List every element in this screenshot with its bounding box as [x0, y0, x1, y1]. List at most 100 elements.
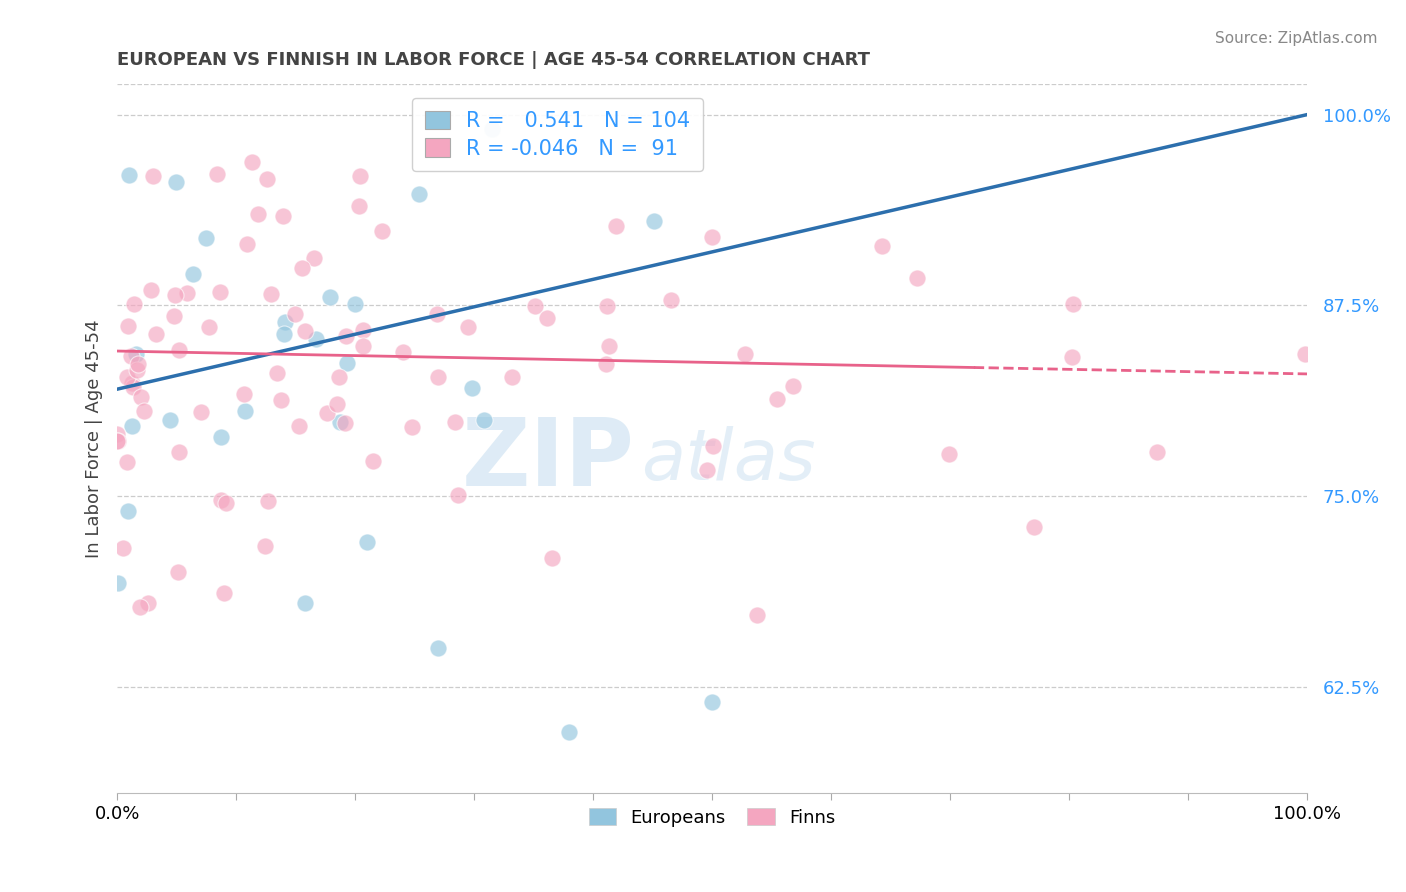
Point — [325, 397, 347, 411]
Y-axis label: In Labor Force | Age 45-54: In Labor Force | Age 45-54 — [86, 319, 103, 558]
Point — [426, 307, 449, 321]
Point — [907, 271, 929, 285]
Point — [274, 315, 297, 329]
Point — [117, 369, 139, 384]
Point — [162, 309, 184, 323]
Point — [118, 168, 141, 182]
Point — [734, 347, 756, 361]
Point — [207, 167, 229, 181]
Point — [240, 154, 263, 169]
Point — [461, 381, 484, 395]
Point — [696, 463, 718, 477]
Point — [304, 332, 326, 346]
Point — [938, 448, 960, 462]
Point — [558, 725, 581, 739]
Point — [132, 404, 155, 418]
Point — [700, 695, 723, 709]
Point — [1060, 350, 1083, 364]
Point — [782, 379, 804, 393]
Point — [271, 209, 294, 223]
Point — [315, 406, 337, 420]
Point — [117, 318, 139, 333]
Point — [127, 357, 149, 371]
Point — [344, 297, 367, 311]
Point — [536, 310, 558, 325]
Point — [291, 260, 314, 275]
Point — [129, 391, 152, 405]
Point — [122, 380, 145, 394]
Point — [167, 565, 190, 579]
Point — [125, 347, 148, 361]
Point — [872, 238, 894, 252]
Point — [427, 641, 450, 656]
Point — [661, 293, 683, 307]
Point — [236, 236, 259, 251]
Point — [284, 307, 307, 321]
Point — [107, 434, 129, 449]
Text: atlas: atlas — [641, 425, 815, 494]
Point — [266, 366, 288, 380]
Point — [256, 171, 278, 186]
Point — [232, 386, 254, 401]
Point — [766, 392, 789, 406]
Point — [107, 576, 129, 591]
Point — [253, 539, 276, 553]
Point — [294, 596, 316, 610]
Point — [294, 324, 316, 338]
Point — [215, 496, 238, 510]
Point — [181, 267, 204, 281]
Point — [319, 290, 342, 304]
Point — [122, 297, 145, 311]
Point — [524, 300, 547, 314]
Legend: Europeans, Finns: Europeans, Finns — [582, 801, 842, 834]
Point — [745, 608, 768, 623]
Point — [136, 596, 159, 610]
Point — [443, 415, 465, 429]
Point — [169, 343, 191, 357]
Point — [270, 392, 292, 407]
Point — [356, 534, 378, 549]
Point — [115, 455, 138, 469]
Text: ZIP: ZIP — [463, 414, 634, 506]
Point — [176, 285, 198, 300]
Point — [209, 430, 232, 444]
Point — [167, 444, 190, 458]
Point — [329, 415, 352, 429]
Point — [427, 370, 450, 384]
Point — [501, 369, 523, 384]
Point — [363, 454, 385, 468]
Point — [159, 413, 181, 427]
Point — [165, 175, 187, 189]
Point — [702, 440, 724, 454]
Text: EUROPEAN VS FINNISH IN LABOR FORCE | AGE 45-54 CORRELATION CHART: EUROPEAN VS FINNISH IN LABOR FORCE | AGE… — [117, 51, 870, 69]
Point — [335, 416, 357, 430]
Point — [117, 504, 139, 518]
Point — [408, 186, 430, 201]
Point — [120, 349, 142, 363]
Point — [105, 427, 128, 442]
Point — [247, 207, 270, 221]
Point — [259, 287, 281, 301]
Point — [540, 550, 562, 565]
Point — [401, 419, 423, 434]
Point — [190, 404, 212, 418]
Point — [288, 419, 311, 434]
Point — [447, 488, 470, 502]
Point — [474, 413, 496, 427]
Point — [598, 338, 620, 352]
Point — [347, 199, 370, 213]
Point — [595, 357, 617, 371]
Point — [112, 541, 135, 556]
Point — [121, 376, 143, 391]
Point — [328, 370, 350, 384]
Point — [391, 345, 413, 359]
Point — [353, 339, 375, 353]
Point — [1294, 347, 1316, 361]
Point — [129, 599, 152, 614]
Point — [125, 362, 148, 376]
Point — [214, 586, 236, 600]
Point — [349, 169, 371, 184]
Point — [257, 494, 280, 508]
Point — [643, 214, 665, 228]
Point — [139, 283, 162, 297]
